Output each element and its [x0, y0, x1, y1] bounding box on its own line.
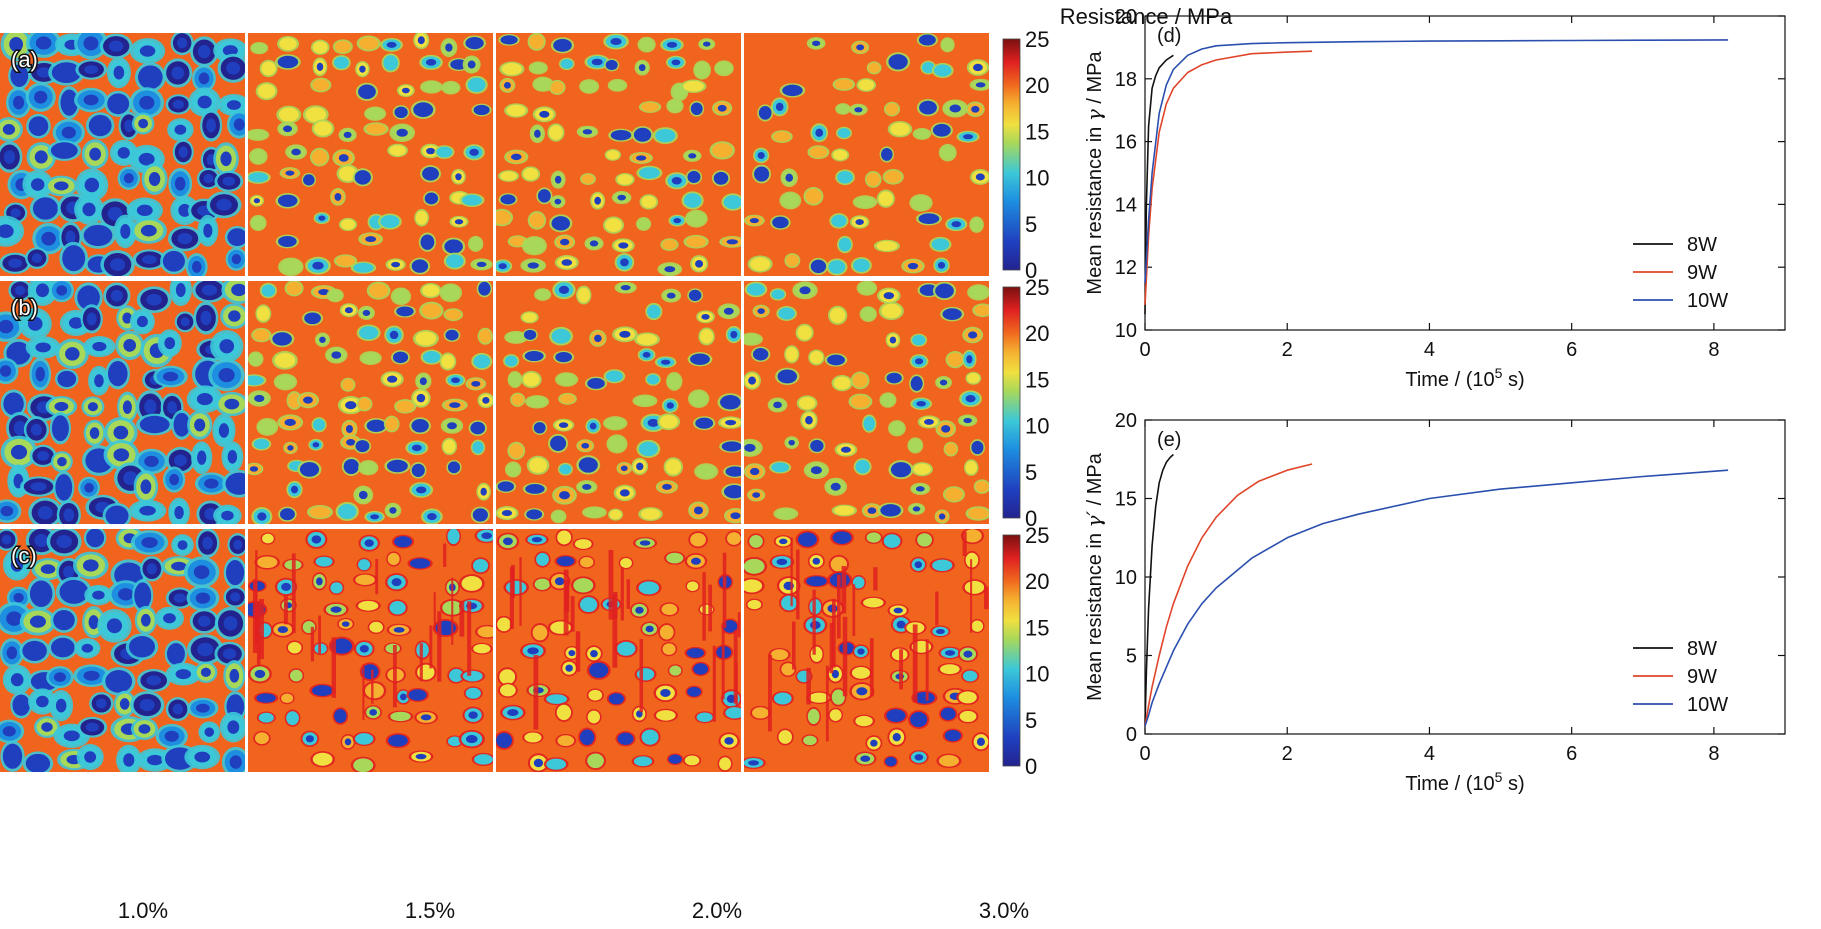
legend-entry: 10W [1633, 290, 1728, 312]
x-tick-label: 2 [1282, 339, 1293, 361]
colorbar-tick-label: 15 [1025, 367, 1049, 392]
legend-label: 8W [1687, 234, 1717, 256]
colorbar-tick-label: 0 [1025, 258, 1037, 283]
colorbar-tick-label: 0 [1025, 506, 1037, 531]
series-line-8W [1144, 54, 1174, 315]
colorbar: 0 5 10 15 20 25 [1002, 523, 1049, 779]
series-line-10W [1144, 39, 1729, 283]
heatmap-cell [744, 281, 989, 524]
y-tick-label: 18 [1115, 69, 1137, 91]
colorbar-tick-label: 25 [1025, 275, 1049, 300]
heatmap-cell [744, 529, 989, 772]
colorbar-tick-label: 15 [1025, 119, 1049, 144]
y-tick-label: 12 [1115, 257, 1137, 279]
x-tick-label: 0 [1139, 339, 1150, 361]
y-tick-label: 5 [1126, 646, 1137, 668]
column-label-1-5: 1.5% [405, 898, 455, 923]
x-axis-label: Time / (105 s) [1405, 365, 1524, 391]
colorbar-tick-label: 20 [1025, 569, 1049, 594]
row-label: (b) [11, 295, 38, 320]
row-label: (a) [11, 47, 38, 72]
y-tick-label: 14 [1115, 194, 1137, 216]
heatmap-cell [248, 281, 493, 524]
legend-entry: 9W [1633, 666, 1717, 688]
x-tick-label: 4 [1424, 339, 1435, 361]
y-axis-label: Mean resistance in γ / MPa [1082, 51, 1106, 295]
y-tick-label: 10 [1115, 567, 1137, 589]
colorbar-tick-label: 20 [1025, 321, 1049, 346]
heatmap-cell [0, 281, 245, 524]
colorbar-tick-label: 10 [1025, 414, 1049, 439]
heatmap-cell [496, 33, 741, 276]
y-axis-label: Mean resistance in γ′ / MPa [1082, 452, 1106, 701]
heatmap-cell [248, 33, 493, 276]
colorbar-tick-label: 25 [1025, 523, 1049, 548]
y-tick-label: 20 [1115, 6, 1137, 28]
colorbar-tick-label: 25 [1025, 27, 1049, 52]
legend-label: 10W [1687, 290, 1728, 312]
colorbar-tick-label: 0 [1025, 754, 1037, 779]
x-tick-label: 0 [1139, 743, 1150, 765]
heatmap-cell [0, 33, 245, 276]
x-axis-label: Time / (105 s) [1405, 769, 1524, 795]
x-tick-label: 8 [1708, 743, 1719, 765]
panel-label: (d) [1157, 25, 1181, 47]
heatmap-cell [0, 529, 245, 772]
x-tick-label: 4 [1424, 743, 1435, 765]
x-tick-label: 2 [1282, 743, 1293, 765]
x-tick-label: 8 [1708, 339, 1719, 361]
legend-label: 9W [1687, 262, 1717, 284]
column-label-3-0: 3.0% [979, 898, 1029, 923]
x-tick-label: 6 [1566, 339, 1577, 361]
legend-entry: 8W [1633, 638, 1717, 660]
y-tick-label: 15 [1115, 489, 1137, 511]
colorbar-tick-label: 20 [1025, 73, 1049, 98]
colorbar-tick-label: 15 [1025, 615, 1049, 640]
x-tick-label: 6 [1566, 743, 1577, 765]
series-line-9W [1144, 50, 1313, 305]
series-line-9W [1144, 463, 1313, 727]
heatmap-cell [496, 281, 741, 524]
y-tick-label: 16 [1115, 132, 1137, 154]
heatmap-cell [248, 529, 493, 772]
colorbar-tick-label: 5 [1025, 212, 1037, 237]
legend-label: 8W [1687, 638, 1717, 660]
legend-label: 9W [1687, 666, 1717, 688]
colorbar: 0 5 10 15 20 25 [1002, 275, 1049, 531]
colorbar-tick-label: 10 [1025, 662, 1049, 687]
legend-entry: 10W [1633, 694, 1728, 716]
y-tick-label: 20 [1115, 410, 1137, 432]
colorbar-tick-label: 10 [1025, 166, 1049, 191]
chart-e-gamma-prime: 0 2 4 6 8 0 5 10 15 20 Time / (105 s) Mean resistan… [1082, 410, 1786, 795]
legend-entry: 8W [1633, 234, 1717, 256]
row-label: (c) [11, 543, 37, 568]
legend-label: 10W [1687, 694, 1728, 716]
series-line-8W [1144, 453, 1174, 727]
colorbar: 0 5 10 15 20 25 [1002, 27, 1049, 283]
plot-frame [1144, 15, 1786, 331]
series-line-10W [1144, 469, 1729, 727]
column-label-2-0: 2.0% [692, 898, 742, 923]
column-label-1-0: 1.0% [118, 898, 168, 923]
colorbar-tick-label: 5 [1025, 460, 1037, 485]
colorbar-tick-label: 5 [1025, 708, 1037, 733]
heatmap-cell [496, 529, 741, 772]
legend-entry: 9W [1633, 262, 1717, 284]
chart-d-gamma: 0 2 4 6 8 10 12 14 16 18 20 Time / (105 s) Mean resi… [1082, 6, 1786, 391]
resistance-heatmap-grid: (a) (b) (c) [0, 33, 989, 772]
column-labels: 1.0% 1.5% 2.0% 3.0% [118, 898, 1029, 923]
heatmap-cell [744, 33, 989, 276]
y-tick-label: 10 [1115, 320, 1137, 342]
panel-label: (e) [1157, 429, 1181, 451]
y-tick-label: 0 [1126, 724, 1137, 746]
